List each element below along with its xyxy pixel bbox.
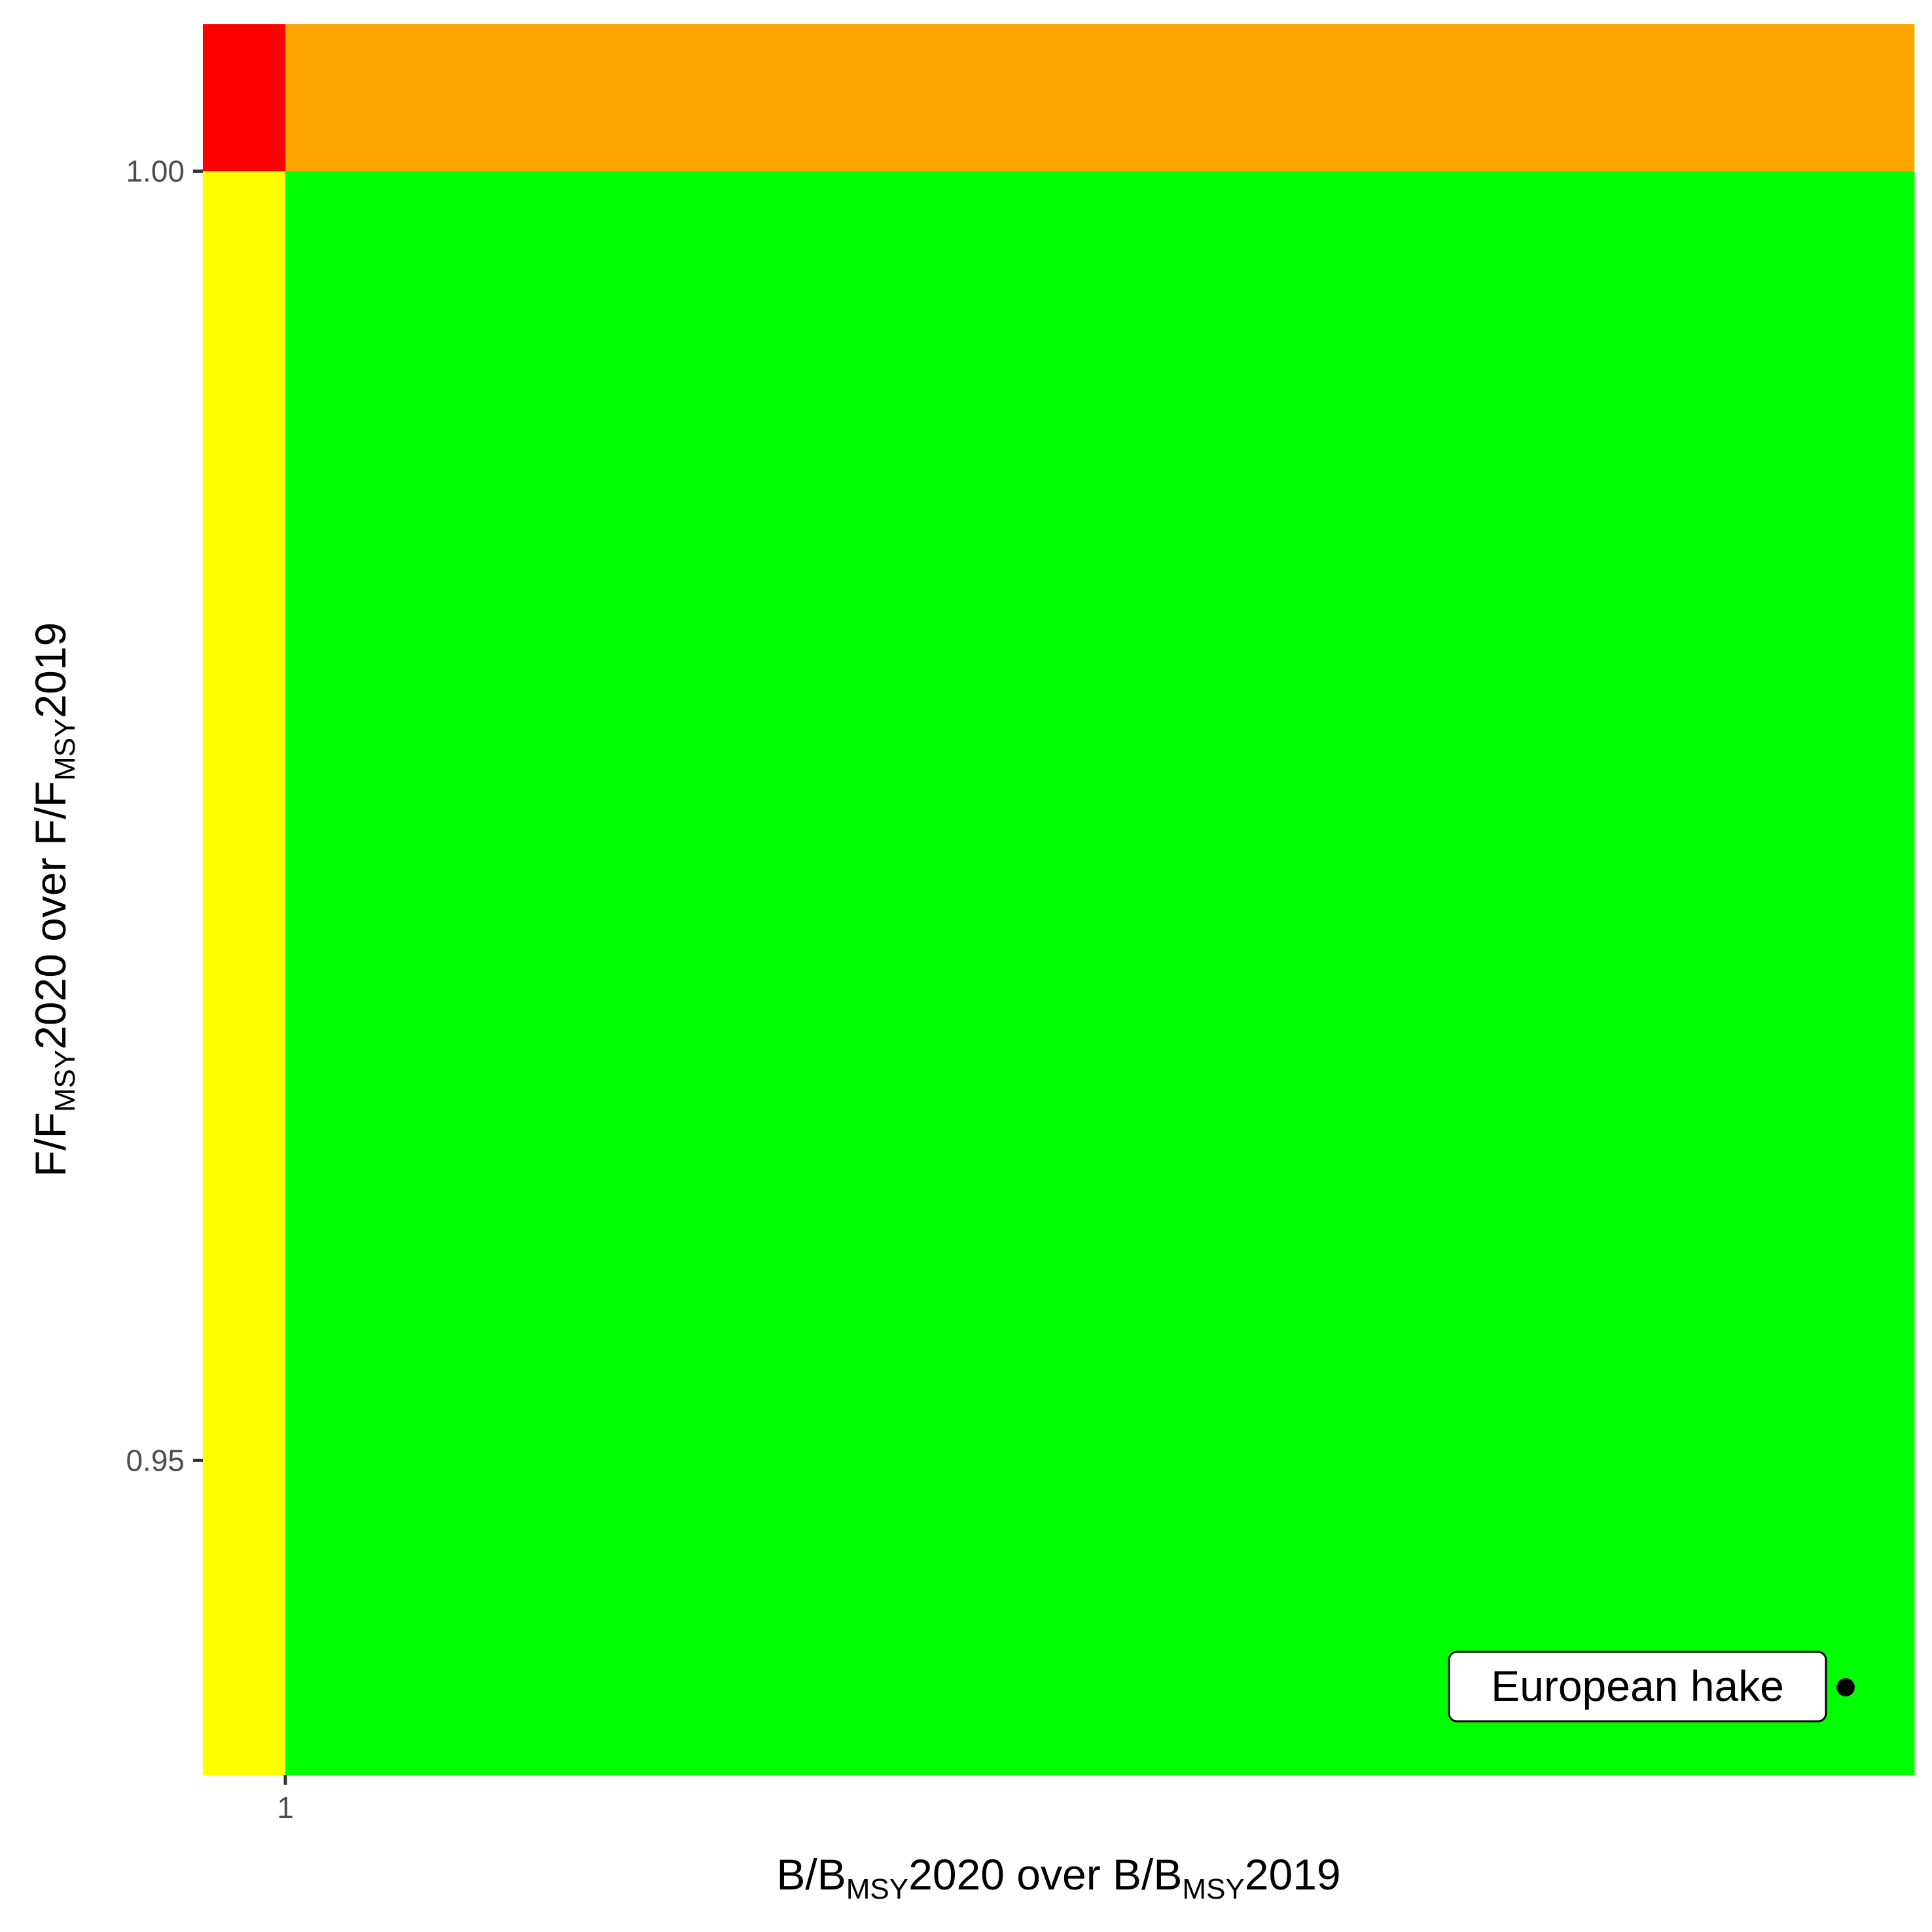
axis-title-part: 2020 over F/F [26,781,75,1050]
data-points: European hake [1448,1651,1855,1723]
x-axis-title: B/BMSY2020 over B/BMSY2019 [776,1850,1340,1905]
axis-title-subscript: MSY [49,719,81,781]
region-green [285,171,1914,1776]
y-tick-label: 1.00 [126,154,185,188]
axis-title-subscript: MSY [49,1050,81,1112]
axis-title-subscript: MSY [1182,1873,1244,1905]
axis-title-subscript: MSY [846,1873,908,1905]
axis-title-part: 2020 over B/B [908,1850,1182,1899]
axis-title-part: B/B [776,1850,846,1899]
axis-title-part: 2019 [1245,1850,1341,1899]
axis-title-part: F/F [26,1112,75,1177]
axis-title-part: 2019 [26,622,75,719]
y-tick-label: 0.95 [126,1443,185,1477]
y-axis-title: F/FMSY2020 over F/FMSY2019 [26,622,81,1177]
data-point [1836,1678,1855,1697]
x-tick-label: 1 [277,1791,294,1825]
region-red [203,24,286,171]
point-label-text: European hake [1491,1662,1784,1710]
region-yellow [203,171,286,1776]
point-label: European hake [1448,1651,1827,1723]
region-orange [285,24,1914,171]
quadrant-regions [203,24,1914,1776]
point-label-box [1448,1651,1827,1723]
axes: 1.00 0.95 1 [126,154,293,1825]
